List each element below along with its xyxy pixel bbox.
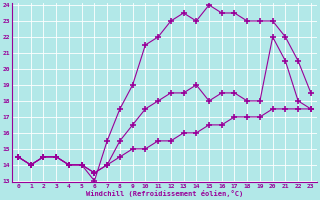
X-axis label: Windchill (Refroidissement éolien,°C): Windchill (Refroidissement éolien,°C)	[86, 190, 243, 197]
